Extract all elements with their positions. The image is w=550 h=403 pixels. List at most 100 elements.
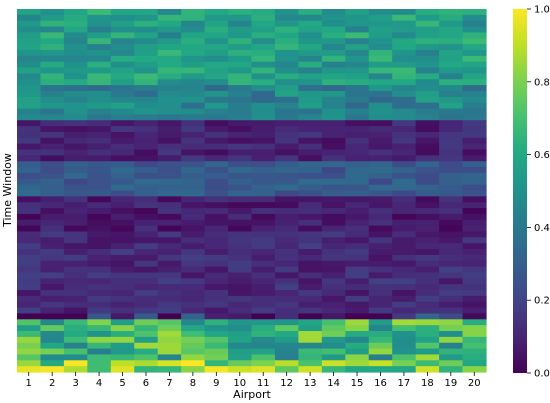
heatmap-cell <box>298 336 323 344</box>
heatmap-cell <box>321 295 346 303</box>
heatmap-cell <box>204 32 229 39</box>
heatmap-cell <box>298 73 323 80</box>
heatmap-cell <box>415 313 440 320</box>
heatmap-cell <box>134 172 159 180</box>
heatmap-cell <box>298 348 323 356</box>
heatmap-cell <box>87 26 112 34</box>
heatmap-cell <box>274 32 299 39</box>
heatmap-cell <box>204 360 229 367</box>
heatmap-cell <box>134 44 159 51</box>
heatmap-cell <box>204 26 229 34</box>
heatmap-cell <box>110 38 135 45</box>
heatmap-cell <box>110 331 135 338</box>
heatmap-cell <box>40 325 65 332</box>
heatmap-cell <box>415 237 440 244</box>
heatmap-cell <box>345 32 370 39</box>
heatmap-cell <box>415 260 440 268</box>
heatmap-cell <box>17 167 42 174</box>
heatmap-cell <box>321 360 346 367</box>
heatmap-cell <box>392 202 417 209</box>
heatmap-cell <box>298 32 323 39</box>
x-tick-label: 16 <box>374 378 387 389</box>
heatmap-cell <box>462 366 487 373</box>
heatmap-cell <box>251 307 276 315</box>
heatmap-cell <box>40 149 65 156</box>
heatmap-cell <box>345 149 370 156</box>
heatmap-cell <box>251 272 276 279</box>
heatmap-cell <box>368 96 393 104</box>
heatmap-cell <box>462 44 487 51</box>
heatmap-cell <box>368 102 393 110</box>
heatmap-cell <box>63 260 88 268</box>
heatmap-cell <box>298 266 323 274</box>
heatmap-cell <box>462 342 487 350</box>
heatmap-cell <box>110 90 135 98</box>
heatmap-cell <box>274 301 299 309</box>
heatmap-cell <box>204 126 229 133</box>
heatmap-cell <box>157 319 182 326</box>
heatmap-cell <box>251 313 276 320</box>
heatmap-cell <box>439 237 464 244</box>
heatmap-cell <box>17 284 42 291</box>
heatmap-cell <box>110 313 135 320</box>
heatmap-cell <box>228 325 253 332</box>
heatmap-cell <box>110 342 135 350</box>
heatmap-cell <box>392 184 417 192</box>
heatmap-cell <box>274 295 299 303</box>
heatmap-cell <box>392 290 417 297</box>
heatmap-cell <box>274 161 299 168</box>
heatmap-cell <box>40 114 65 121</box>
heatmap-cell <box>368 219 393 227</box>
heatmap-cell <box>87 184 112 192</box>
heatmap-cell <box>87 161 112 168</box>
heatmap-cell <box>17 348 42 356</box>
heatmap-cell <box>415 360 440 367</box>
heatmap-cell <box>63 319 88 326</box>
heatmap-cell <box>17 184 42 192</box>
heatmap-cell <box>87 167 112 174</box>
heatmap-cell <box>298 85 323 92</box>
heatmap-cell <box>368 348 393 356</box>
heatmap-cell <box>157 149 182 156</box>
heatmap-cell <box>274 67 299 74</box>
heatmap-cell <box>157 336 182 344</box>
heatmap-cell <box>439 143 464 151</box>
heatmap-cell <box>439 90 464 98</box>
heatmap-cell <box>298 172 323 180</box>
heatmap-cell <box>439 61 464 69</box>
heatmap-cell <box>368 295 393 303</box>
heatmap-cell <box>157 38 182 45</box>
heatmap-cell <box>134 231 159 238</box>
heatmap-cell <box>439 32 464 39</box>
heatmap-cell <box>40 284 65 291</box>
heatmap-cell <box>40 38 65 45</box>
heatmap-cell <box>345 44 370 51</box>
heatmap-cell <box>392 14 417 22</box>
heatmap-cell <box>392 190 417 197</box>
heatmap-cell <box>157 348 182 356</box>
heatmap-cell <box>87 366 112 373</box>
heatmap-cell <box>87 108 112 115</box>
heatmap-cell <box>157 102 182 110</box>
heatmap-cell <box>415 348 440 356</box>
heatmap-cell <box>181 61 206 69</box>
heatmap-cell <box>17 73 42 80</box>
heatmap-cell <box>251 249 276 256</box>
heatmap-cell <box>228 172 253 180</box>
heatmap-cell <box>228 161 253 168</box>
heatmap-cell <box>298 79 323 86</box>
heatmap-cell <box>87 126 112 133</box>
heatmap-cell <box>110 32 135 39</box>
heatmap-cell <box>298 243 323 250</box>
x-tick-label: 18 <box>421 378 434 389</box>
heatmap-cell <box>368 366 393 373</box>
heatmap-cell <box>321 172 346 180</box>
heatmap-cell <box>368 190 393 197</box>
heatmap-cell <box>462 354 487 361</box>
heatmap-cell <box>368 167 393 174</box>
heatmap-cell <box>251 213 276 221</box>
heatmap-cell <box>368 243 393 250</box>
heatmap-cell <box>134 196 159 203</box>
heatmap-cell <box>462 120 487 127</box>
heatmap-cell <box>181 325 206 332</box>
